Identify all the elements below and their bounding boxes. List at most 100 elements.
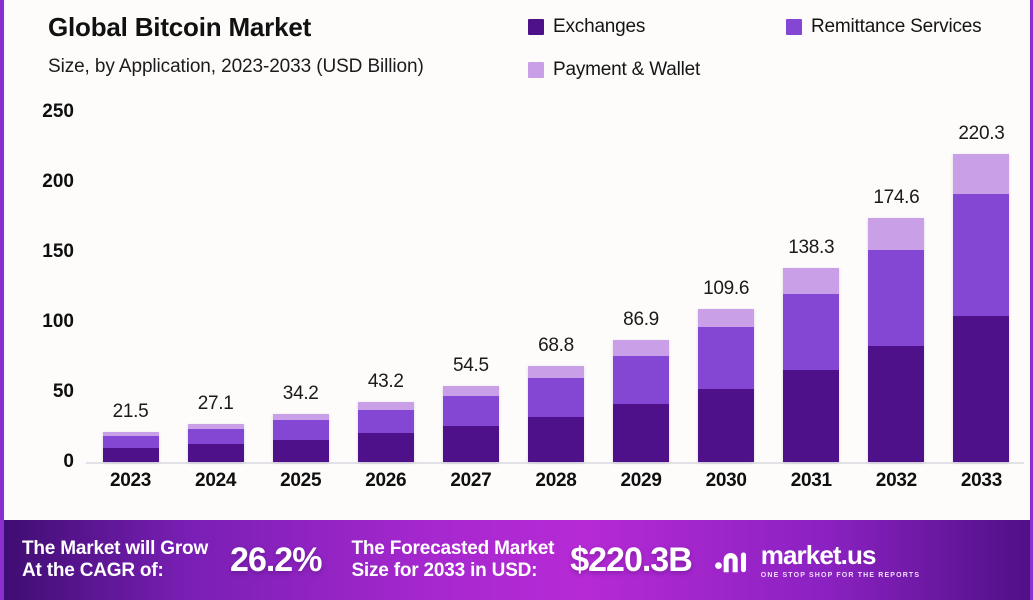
x-axis-tick-2033: 2033: [960, 470, 1002, 491]
market-us-logo-icon: [714, 545, 752, 575]
bar-group-2030[interactable]: 109.6: [684, 96, 769, 462]
y-axis-tick: 150: [42, 241, 74, 262]
bar-stack[interactable]: [698, 308, 755, 462]
x-axis-tick-2031: 2031: [790, 470, 832, 491]
bar-segment[interactable]: [527, 365, 584, 379]
bar-stack[interactable]: [102, 431, 159, 462]
y-axis-tick: 0: [63, 451, 74, 472]
y-axis-tick: 50: [52, 381, 74, 402]
market-us-logo[interactable]: market.us ONE STOP SHOP FOR THE REPORTS: [714, 542, 920, 579]
bar-total-label: 27.1: [197, 393, 234, 415]
bar-group-2033[interactable]: 220.3: [939, 96, 1024, 462]
bar-stack[interactable]: [442, 385, 499, 462]
bar-segment[interactable]: [442, 425, 499, 462]
bar-stack[interactable]: [953, 153, 1010, 462]
bar-segment[interactable]: [102, 448, 159, 462]
logo-name: market.us: [760, 539, 877, 570]
x-axis-tick-2026: 2026: [365, 470, 407, 491]
bar-group-2027[interactable]: 54.5: [428, 96, 513, 462]
legend-label: Remittance Services: [811, 16, 982, 37]
bar-group-2025[interactable]: 34.2: [258, 96, 343, 462]
bar-total-label: 109.6: [703, 277, 750, 299]
bar-group-2023[interactable]: 21.5: [88, 96, 173, 462]
bar-segment[interactable]: [953, 315, 1010, 462]
x-axis-baseline: [86, 462, 1024, 464]
bar-segment[interactable]: [272, 414, 329, 421]
x-axis-tick-2028: 2028: [535, 470, 577, 491]
cagr-caption: The Market will Grow At the CAGR of:: [22, 538, 208, 582]
bar-total-label: 174.6: [873, 186, 920, 208]
bar-segment[interactable]: [527, 416, 584, 462]
bar-segment[interactable]: [357, 401, 414, 410]
bar-segment[interactable]: [187, 429, 244, 445]
bar-segment[interactable]: [868, 217, 925, 250]
legend-label: Exchanges: [553, 16, 646, 37]
bar-segment[interactable]: [868, 249, 925, 346]
bar-segment[interactable]: [272, 420, 329, 440]
forecast-value: $220.3B: [570, 540, 693, 579]
bar-segment[interactable]: [953, 153, 1010, 194]
logo-tagline: ONE STOP SHOP FOR THE REPORTS: [760, 571, 921, 579]
bar-stack[interactable]: [868, 217, 925, 462]
forecast-caption-line2: Size for 2033 in USD:: [351, 560, 538, 581]
bar-segment[interactable]: [613, 340, 670, 356]
bar-group-2031[interactable]: 138.3: [769, 96, 854, 462]
x-axis-tick-2029: 2029: [620, 470, 662, 491]
bar-segment[interactable]: [783, 370, 840, 462]
bar-group-2028[interactable]: 68.8: [513, 96, 598, 462]
bar-segment[interactable]: [868, 345, 925, 462]
legend-swatch-icon: [528, 19, 544, 35]
bar-segment[interactable]: [442, 395, 499, 426]
bar-segment[interactable]: [698, 389, 755, 462]
bar-segment[interactable]: [442, 385, 499, 396]
bar-group-2032[interactable]: 174.6: [854, 96, 939, 462]
cagr-caption-line2: At the CAGR of:: [22, 560, 164, 581]
bar-segment[interactable]: [698, 308, 755, 328]
bar-stack[interactable]: [613, 340, 670, 462]
bar-total-label: 86.9: [623, 309, 659, 331]
x-axis: 2023 2024 2025 2026 2027 2028 2029 2030 2031 2032…: [88, 470, 1024, 510]
bar-segment[interactable]: [357, 433, 414, 462]
bar-stack[interactable]: [527, 365, 584, 462]
bar-stack[interactable]: [187, 424, 244, 462]
legend-item-exchanges[interactable]: Exchanges: [528, 16, 645, 38]
y-axis-tick: 100: [42, 311, 74, 332]
cagr-block: The Market will Grow At the CAGR of: 26.…: [22, 538, 322, 582]
forecast-caption-line1: The Forecasted Market: [351, 537, 555, 559]
bar-total-label: 68.8: [538, 334, 574, 356]
legend-item-payment-wallet[interactable]: Payment & Wallet: [528, 59, 700, 81]
cagr-caption-line1: The Market will Grow: [22, 537, 209, 559]
chart-legend: Exchanges Remittance Services Payment & …: [522, 10, 1030, 94]
bar-segment[interactable]: [102, 435, 159, 448]
bar-segment[interactable]: [953, 193, 1010, 316]
bar-series-group: 21.5 27.1 34.2 43.2 54.5 68.8 86.9 109.6 138.3 17…: [88, 96, 1024, 462]
bar-total-label: 54.5: [452, 354, 489, 376]
forecast-block: The Forecasted Market Size for 2033 in U…: [351, 538, 693, 582]
bar-segment[interactable]: [187, 424, 244, 430]
x-axis-tick-2030: 2030: [705, 470, 747, 491]
bar-group-2026[interactable]: 43.2: [343, 96, 428, 462]
bar-stack[interactable]: [357, 401, 414, 462]
bar-group-2024[interactable]: 27.1: [173, 96, 258, 462]
bar-segment[interactable]: [187, 444, 244, 462]
page-title: Global Bitcoin Market: [48, 12, 312, 42]
bar-segment[interactable]: [613, 404, 670, 462]
bar-segment[interactable]: [698, 327, 755, 390]
bar-segment[interactable]: [527, 378, 584, 417]
legend-swatch-icon: [786, 19, 802, 35]
x-axis-tick-2032: 2032: [875, 470, 917, 491]
legend-label: Payment & Wallet: [553, 59, 701, 80]
bar-segment[interactable]: [357, 409, 414, 434]
bar-segment[interactable]: [102, 431, 159, 436]
legend-item-remittance-services[interactable]: Remittance Services: [786, 16, 982, 38]
bar-stack[interactable]: [783, 268, 840, 462]
bar-total-label: 21.5: [112, 400, 149, 422]
bar-segment[interactable]: [783, 268, 840, 294]
bar-stack[interactable]: [272, 414, 329, 462]
bar-segment[interactable]: [272, 439, 329, 462]
bar-group-2029[interactable]: 86.9: [599, 96, 684, 462]
forecast-caption: The Forecasted Market Size for 2033 in U…: [351, 538, 554, 582]
bar-total-label: 43.2: [367, 370, 404, 392]
bar-segment[interactable]: [613, 355, 670, 405]
bar-segment[interactable]: [783, 293, 840, 371]
